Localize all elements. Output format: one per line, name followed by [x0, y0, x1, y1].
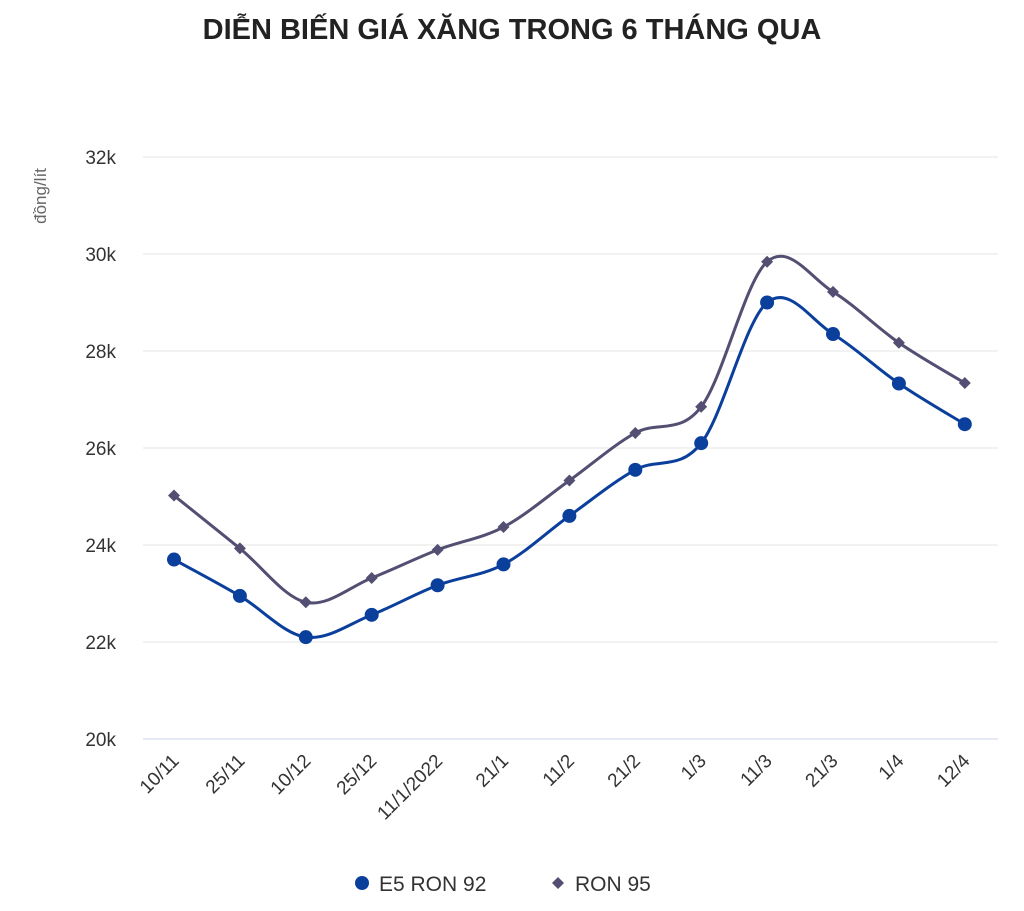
y-tick-label: 32k — [85, 148, 116, 169]
data-point[interactable] — [232, 588, 247, 603]
x-tick-label: 25/12 — [333, 751, 381, 799]
y-tick-label: 20k — [85, 730, 116, 751]
legend-diamond-icon — [552, 877, 564, 889]
data-point[interactable] — [891, 376, 906, 391]
x-tick-label: 11/3 — [737, 751, 777, 791]
x-tick-label: 21/1 — [472, 751, 513, 792]
series-ron-95 — [168, 254, 971, 609]
legend-circle-icon — [355, 876, 369, 890]
data-point[interactable] — [167, 552, 181, 567]
series-line — [173, 296, 966, 639]
data-point[interactable] — [957, 417, 972, 432]
x-tick-label: 21/3 — [802, 751, 843, 792]
data-point[interactable] — [364, 607, 379, 622]
data-point[interactable] — [695, 400, 708, 413]
data-point[interactable] — [629, 426, 642, 439]
x-tick-label: 10/11 — [136, 751, 183, 798]
y-axis-ticks: 20k 22k 24k 26k 28k 30k 32k — [85, 148, 116, 751]
data-point[interactable] — [761, 255, 774, 268]
data-point[interactable] — [431, 543, 444, 556]
legend-item-ron-95[interactable]: RON 95 — [552, 873, 651, 896]
x-tick-label: 1/4 — [875, 750, 909, 784]
data-point[interactable] — [562, 508, 577, 523]
data-point[interactable] — [365, 571, 378, 584]
data-point[interactable] — [497, 521, 510, 534]
data-point[interactable] — [299, 596, 312, 609]
legend: E5 RON 92 RON 95 — [355, 873, 651, 896]
x-tick-label: 10/12 — [267, 751, 315, 799]
series-layer — [167, 254, 972, 645]
x-tick-label: 1/3 — [677, 751, 711, 785]
data-point[interactable] — [892, 336, 905, 349]
y-tick-label: 22k — [85, 633, 116, 654]
legend-label: E5 RON 92 — [379, 873, 486, 896]
data-point[interactable] — [168, 489, 180, 502]
y-tick-label: 24k — [85, 536, 116, 557]
data-point[interactable] — [826, 327, 840, 342]
y-tick-label: 28k — [85, 342, 116, 363]
x-tick-label: 11/2 — [539, 751, 579, 791]
x-tick-label: 11/1/2022 — [374, 751, 448, 825]
chart-title: DIỄN BIẾN GIÁ XĂNG TRONG 6 THÁNG QUA — [202, 14, 822, 46]
x-tick-label: 21/2 — [604, 751, 645, 792]
y-tick-label: 26k — [85, 439, 116, 460]
series-e5-ron-92 — [167, 295, 972, 645]
data-point[interactable] — [628, 462, 643, 477]
data-point[interactable] — [694, 436, 709, 451]
data-point[interactable] — [496, 557, 511, 572]
data-point[interactable] — [563, 474, 576, 487]
data-point[interactable] — [233, 542, 246, 555]
legend-label: RON 95 — [575, 873, 651, 896]
data-point[interactable] — [760, 295, 775, 310]
y-tick-label: 30k — [85, 245, 116, 266]
gridlines — [143, 156, 998, 740]
y-axis-label: đồng/lít — [31, 168, 50, 224]
data-point[interactable] — [827, 285, 839, 298]
legend-item-e5-ron-92[interactable]: E5 RON 92 — [355, 873, 486, 896]
x-tick-label: 25/11 — [202, 751, 249, 798]
x-tick-label: 12/4 — [933, 750, 974, 791]
data-point[interactable] — [298, 630, 313, 645]
series-line — [173, 254, 966, 605]
data-point[interactable] — [958, 377, 971, 390]
data-point[interactable] — [430, 578, 445, 593]
